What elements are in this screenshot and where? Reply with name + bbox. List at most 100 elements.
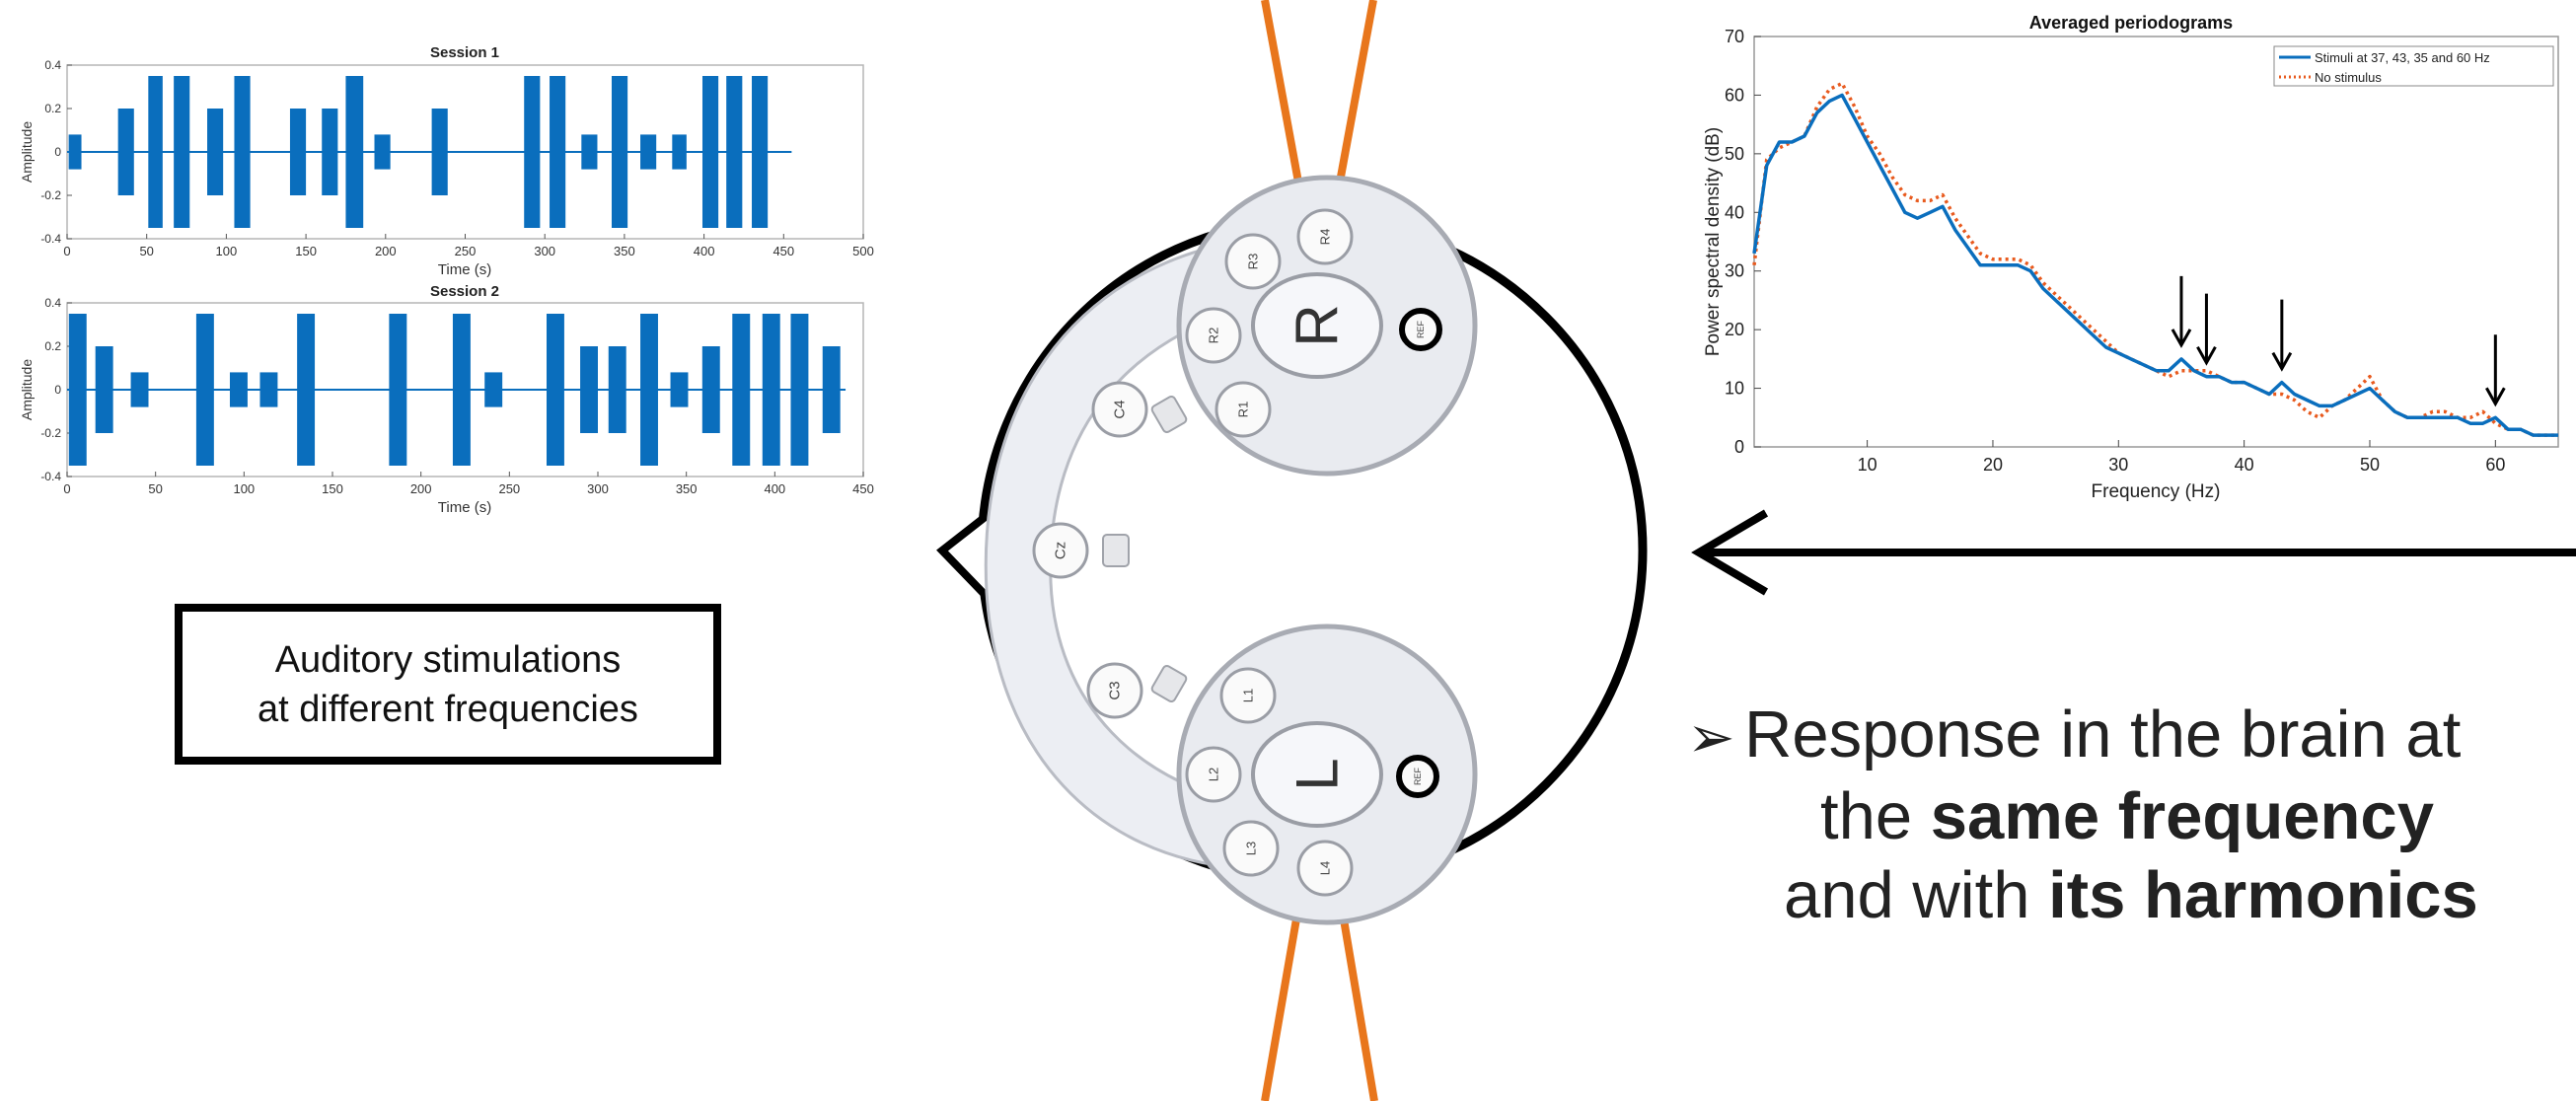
- stimulus-burst: [752, 76, 769, 228]
- stimulus-burst: [297, 314, 316, 466]
- left-label: L: [1285, 758, 1351, 790]
- ytick-label: 0.4: [44, 296, 61, 310]
- harmonic-arrows: [2171, 275, 2506, 407]
- electrode-label: REF: [1413, 767, 1423, 785]
- electrode-label: Cz: [1053, 542, 1069, 559]
- stimulus-burst: [259, 372, 278, 407]
- session1-bursts: [67, 76, 792, 228]
- electrode-wire: [1338, 907, 1378, 1101]
- head-diagram: R R4 R3 R2 R1 REF C4 Cz C3 L L1 L2 L3 L4…: [936, 0, 1648, 1101]
- xtick-label: 300: [534, 244, 555, 258]
- electrode-clip: [1102, 534, 1130, 567]
- response-emphasis-frequency: same frequency: [1930, 779, 2434, 853]
- ytick-label: 0.2: [44, 339, 61, 353]
- stimulus-burst: [640, 314, 658, 466]
- left-earpad: [1251, 721, 1383, 828]
- electrode-disc: [1185, 307, 1242, 364]
- xtick-label: 60: [2485, 455, 2505, 475]
- response-line-1: ➢ Response in the brain at: [1687, 696, 2575, 777]
- xtick-label: 350: [614, 244, 635, 258]
- xtick-label: 300: [587, 481, 609, 496]
- xtick-label: 50: [148, 481, 162, 496]
- electrode-disc: [1296, 208, 1354, 265]
- session1-xlabel: Time (s): [438, 261, 491, 278]
- nose: [936, 504, 999, 610]
- electrode-label: C3: [1107, 681, 1124, 699]
- electrode-label: R1: [1236, 402, 1251, 418]
- stimulus-burst: [207, 109, 224, 195]
- xtick-label: 20: [1983, 455, 2003, 475]
- xtick-label: 450: [773, 244, 794, 258]
- stimulus-burst: [484, 372, 503, 407]
- ytick-label: 0: [54, 145, 61, 159]
- periodogram-yticks: 0 10 20 30 40 50 60 70: [1725, 27, 1761, 457]
- ytick-label: -0.4: [40, 232, 61, 246]
- electrode-R1: R1: [1214, 381, 1272, 438]
- right-earpad: [1251, 272, 1383, 379]
- stimulus-burst: [762, 314, 780, 466]
- legend-label-stimuli: Stimuli at 37, 43, 35 and 60 Hz: [2315, 50, 2490, 65]
- session2-title: Session 2: [430, 283, 499, 300]
- periodogram-legend: Stimuli at 37, 43, 35 and 60 Hz No stimu…: [2273, 45, 2554, 87]
- session1-ylabel: Amplitude: [19, 121, 35, 183]
- right-earpiece: R R4 R3 R2 R1 REF: [1176, 175, 1478, 477]
- response-line-2: the same frequency: [1687, 777, 2575, 856]
- xtick-label: 50: [2360, 455, 2380, 475]
- ytick-label: -0.2: [40, 426, 61, 440]
- electrode-label: R4: [1318, 229, 1333, 246]
- response-line-2-lead: the: [1820, 779, 1931, 853]
- session2-bursts: [67, 314, 846, 466]
- electrode-L4: L4: [1296, 840, 1354, 897]
- harmonic-arrow-head: [2196, 345, 2217, 366]
- xtick-label: 150: [295, 244, 317, 258]
- session2-yticks: -0.4 -0.2 0 0.2 0.4: [40, 296, 72, 483]
- ytick-label: 0.2: [44, 102, 61, 115]
- xtick-label: 400: [764, 481, 785, 496]
- response-line-3-lead: and with: [1784, 858, 2049, 932]
- session1-title: Session 1: [430, 44, 499, 61]
- harmonic-arrow-head: [2271, 351, 2293, 372]
- electrode-label: C4: [1112, 400, 1129, 418]
- stimulus-burst: [726, 76, 743, 228]
- electrode-wire: [1261, 907, 1302, 1101]
- electrode-wire: [1335, 0, 1377, 188]
- response-line-3: and with its harmonics: [1687, 856, 2575, 935]
- stimulus-burst: [701, 76, 719, 228]
- right-label: R: [1285, 304, 1351, 346]
- left-earpiece: L L1 L2 L3 L4 REF: [1176, 624, 1478, 925]
- legend-label-nostim: No stimulus: [2315, 70, 2382, 85]
- electrode-ref-right: REF: [1399, 308, 1442, 351]
- stimulus-burst: [524, 76, 541, 228]
- harmonic-arrow-head: [2171, 329, 2192, 348]
- electrode-L3: L3: [1222, 820, 1280, 877]
- arrow-head: [1691, 509, 1769, 596]
- electrode-clip: [1150, 395, 1188, 434]
- xtick-label: 350: [676, 481, 698, 496]
- electrode-label: L2: [1207, 768, 1221, 781]
- stimulus-burst: [322, 109, 338, 195]
- xtick-label: 450: [852, 481, 874, 496]
- stimulus-burst: [174, 76, 190, 228]
- xtick-label: 150: [322, 481, 343, 496]
- periodogram-chart: Averaged periodograms Frequency (Hz) Pow…: [1703, 13, 2559, 502]
- callout-line-1: Auditory stimulations: [274, 638, 622, 681]
- electrode-Cz: Cz: [1032, 522, 1089, 579]
- signal-arrow: [1691, 509, 2576, 596]
- stimulus-burst: [701, 346, 720, 433]
- session2-ylabel: Amplitude: [19, 359, 35, 420]
- stimulus-burst: [550, 76, 566, 228]
- response-emphasis-harmonics: its harmonics: [2048, 858, 2478, 932]
- electrode-label: L3: [1244, 842, 1259, 855]
- electrode-label: L1: [1241, 689, 1256, 702]
- ytick-label: 40: [1725, 202, 1744, 222]
- session2-xlabel: Time (s): [438, 499, 491, 516]
- stimulus-burst: [670, 372, 689, 407]
- ytick-label: 20: [1725, 320, 1744, 339]
- electrode-disc: [1091, 381, 1148, 438]
- xtick-label: 0: [63, 481, 70, 496]
- stimulus-burst: [640, 134, 657, 170]
- electrode-disc: [1214, 381, 1272, 438]
- electrode-disc: [1296, 840, 1354, 897]
- stimulus-burst: [389, 314, 407, 466]
- stimulus-burst: [431, 109, 448, 195]
